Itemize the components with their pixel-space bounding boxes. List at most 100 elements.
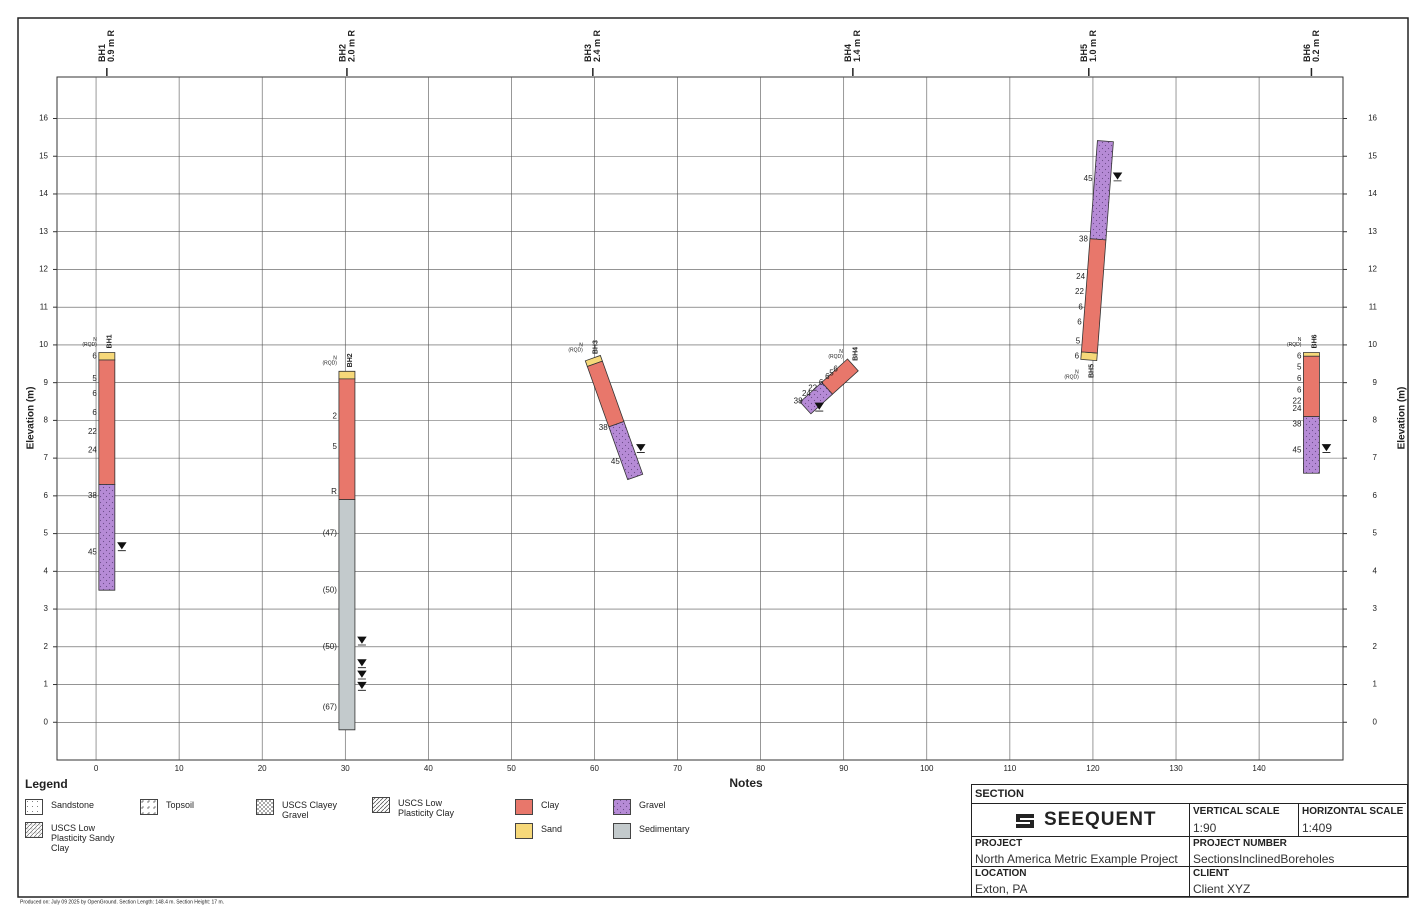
logo-cell: SEEQUENT: [972, 804, 1190, 837]
x-axis-label: Notes: [729, 776, 763, 790]
spt-label: 22: [1293, 397, 1302, 406]
legend-item: USCS Clayey Gravel: [256, 799, 360, 820]
water-level: [1321, 444, 1332, 453]
spt-label: 6: [1297, 385, 1302, 394]
legend-swatch: [515, 799, 533, 815]
x-tick-label: 20: [258, 764, 267, 773]
legend-swatch: [25, 799, 43, 815]
vertical-scale: 1:90: [1193, 821, 1217, 835]
borehole-collar-label: BH2: [347, 353, 354, 367]
legend-label: Sedimentary: [639, 824, 690, 834]
legend-item: USCS Low Plasticity Clay: [372, 797, 476, 818]
y-tick-label: 13: [39, 227, 48, 236]
borehole-collar-label: BH4: [853, 347, 860, 361]
spt-label: 38: [599, 423, 608, 432]
y-tick-label-right: 12: [1368, 265, 1377, 274]
spt-label: 5: [1076, 336, 1081, 345]
spt-label: 22: [88, 427, 97, 436]
project: North America Metric Example Project: [975, 852, 1178, 866]
client: Client XYZ: [1193, 882, 1251, 896]
section-label: SECTION: [975, 788, 1024, 800]
borehole-layer: [608, 420, 644, 481]
borehole-collar-label: BH1: [107, 334, 114, 348]
y-tick-label: 0: [44, 717, 49, 726]
borehole-offset: 2.0 m R: [346, 29, 356, 62]
spt-label: 5: [829, 368, 834, 377]
spt-label: 6: [833, 365, 838, 374]
legend-swatch-fill: [140, 799, 158, 815]
y-tick-label: 5: [44, 529, 49, 538]
legend-swatch-fill: [515, 799, 533, 815]
legend-swatch: [515, 823, 533, 839]
vertical-scale-cell: VERTICAL SCALE 1:90: [1190, 804, 1299, 837]
spt-header: N: [1075, 369, 1079, 375]
y-tick-label: 14: [39, 189, 48, 198]
y-tick-label: 16: [39, 114, 48, 123]
borehole-collar-label: BH3: [593, 340, 600, 354]
y-tick-label-right: 13: [1368, 227, 1377, 236]
plot-frame: [56, 76, 1344, 761]
project-number: SectionsInclinedBoreholes: [1193, 852, 1335, 866]
legend-label: Sand: [541, 824, 563, 834]
legend-swatch-fill: [256, 799, 274, 815]
project-number-cell: PROJECT NUMBER SectionsInclinedBoreholes: [1190, 837, 1407, 867]
borehole-layer: [1080, 238, 1107, 354]
spt-label: 45: [1293, 446, 1302, 455]
legend-swatch-fill: [25, 822, 43, 838]
borehole-offset: 1.0 m R: [1088, 29, 1098, 62]
y-tick-label: 11: [40, 302, 49, 311]
y-tick-label-right: 3: [1373, 604, 1378, 613]
spt-label: 6: [92, 389, 97, 398]
x-tick-label: 70: [673, 764, 682, 773]
borehole-name: BH1: [97, 44, 107, 62]
spt-header: N: [1298, 337, 1302, 343]
water-level: [357, 681, 367, 691]
y-tick-label-right: 1: [1373, 680, 1378, 689]
spt-header: (RQD): [568, 347, 583, 353]
y-tick-label-right: 2: [1373, 642, 1378, 651]
borehole-layer: [338, 378, 356, 501]
vertical-scale-label: VERTICAL SCALE: [1193, 806, 1280, 817]
spt-label: 22: [808, 383, 817, 392]
legend-label: USCS Low Plasticity Clay: [398, 798, 455, 818]
y-tick-label-right: 7: [1373, 453, 1378, 462]
legend-item: Sedimentary: [613, 823, 729, 839]
spt-label: 45: [611, 457, 620, 466]
y-tick-label-right: 11: [1369, 302, 1378, 311]
location-cell: LOCATION Exton, PA: [972, 867, 1190, 897]
water-level: [357, 659, 367, 669]
legend-item: Sandstone: [25, 799, 129, 815]
borehole-collar-label: BH5: [1089, 364, 1096, 378]
y-tick-label-right: 14: [1368, 189, 1377, 198]
spt-label: 6: [1075, 351, 1080, 360]
x-tick-label: 30: [341, 764, 350, 773]
y-axis-label: Elevation (m): [26, 387, 37, 450]
borehole-layer: [1303, 355, 1320, 418]
spt-header: N: [93, 337, 97, 343]
water-level: [1112, 172, 1123, 182]
borehole-layer: [98, 359, 116, 485]
spt-label: (67): [323, 702, 338, 711]
legend-item: USCS Low Plasticity Sandy Clay: [25, 822, 129, 853]
spt-header: (RQD): [82, 342, 97, 348]
x-tick-label: 0: [94, 764, 99, 773]
project-cell: PROJECT North America Metric Example Pro…: [972, 837, 1190, 867]
legend-label: Clay: [541, 800, 560, 810]
y-tick-label-right: 9: [1373, 378, 1378, 387]
borehole-offset: 0.9 m R: [106, 29, 116, 62]
legend-item: Topsoil: [140, 799, 244, 815]
borehole-layer: [1089, 140, 1114, 241]
y-tick-label-right: 16: [1368, 114, 1377, 123]
title-block: SECTION SEEQUENT VERTICAL SCALE 1:90 HOR…: [971, 784, 1408, 897]
spt-header: N: [579, 342, 583, 348]
spt-label: (50): [323, 642, 338, 651]
legend-swatch-fill: [613, 823, 631, 839]
water-level: [636, 444, 646, 453]
y-tick-label: 8: [44, 415, 49, 424]
spt-label: 5: [92, 374, 97, 383]
x-tick-label: 60: [590, 764, 599, 773]
spt-label: R: [331, 487, 337, 496]
spt-label: 6: [819, 378, 824, 387]
y-tick-label: 2: [44, 642, 49, 651]
borehole-layer: [1303, 416, 1320, 474]
